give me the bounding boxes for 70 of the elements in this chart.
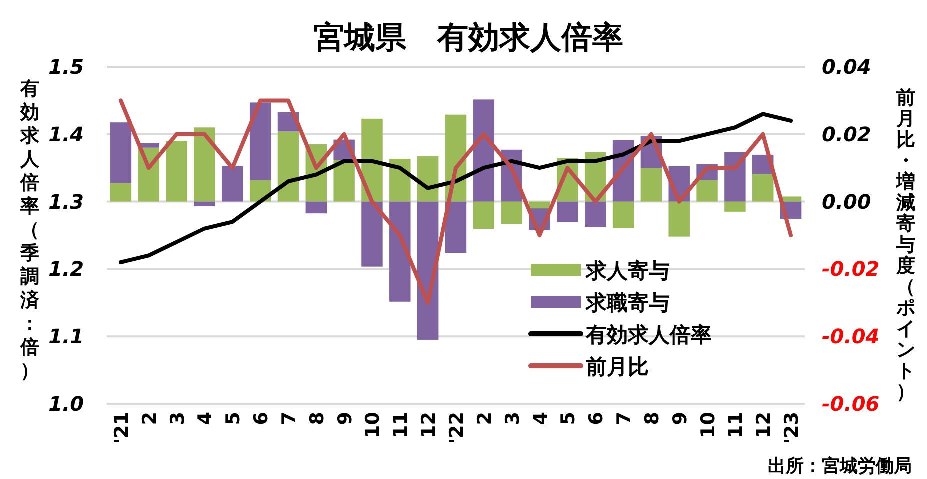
x-tick-label: 6	[250, 412, 273, 426]
bar	[696, 180, 718, 202]
bar	[752, 174, 774, 202]
x-tick-label: 4	[194, 412, 217, 426]
chart-title: 宮城県 有効求人倍率	[314, 20, 624, 56]
legend-label: 前月比	[585, 355, 649, 379]
text: 出所：宮城労働局	[768, 456, 912, 477]
x-tick-label: 8	[306, 412, 328, 426]
x-tick-label: '23	[781, 412, 804, 444]
bar	[501, 202, 522, 224]
x-tick-label: 4	[530, 412, 552, 426]
bar	[334, 160, 355, 202]
bar	[362, 202, 383, 267]
x-tick-label: 6	[586, 412, 608, 426]
bar	[110, 122, 132, 184]
bar	[584, 202, 606, 228]
bar	[110, 183, 132, 202]
y2-tick-label: 0.02	[822, 122, 872, 146]
bar	[612, 202, 634, 228]
bar	[724, 152, 746, 202]
x-tick-label: 10	[697, 412, 720, 438]
bar	[473, 202, 495, 230]
y-tick-label: 1.5	[48, 55, 84, 79]
bar	[278, 132, 300, 202]
x-tick-label: '21	[110, 412, 133, 444]
y-tick-label: 1.3	[48, 190, 84, 214]
bar	[250, 102, 272, 180]
bar	[529, 202, 550, 209]
y2-tick-label: -0.06	[822, 392, 880, 416]
x-tick-label: 3	[502, 412, 524, 426]
y2-tick-label: -0.02	[822, 257, 880, 282]
legend-label: 有効求人倍率	[585, 323, 712, 347]
x-tick-label: 12	[418, 412, 440, 438]
bar	[390, 202, 411, 302]
x-tick-label: 5	[222, 412, 245, 426]
x-tick-label: 9	[669, 412, 692, 426]
y2-tick-label: 0.04	[822, 55, 872, 79]
x-tick-label: 2	[474, 412, 496, 426]
bar	[166, 141, 188, 202]
y-tick-label: 1.0	[48, 392, 84, 416]
x-tick-label: 5	[558, 412, 580, 426]
bar	[222, 166, 244, 202]
bar	[194, 202, 216, 207]
bar	[640, 168, 662, 202]
x-tick-label: 11	[725, 412, 748, 438]
bar	[194, 128, 216, 202]
text: 有効求人倍率（季調済：倍）	[20, 78, 40, 382]
x-tick-label: 11	[390, 412, 412, 438]
x-tick-label: 10	[362, 412, 384, 438]
x-tick-label: 2	[138, 412, 161, 426]
x-tick-label: 7	[278, 412, 300, 426]
x-tick-label: 7	[614, 412, 636, 426]
x-tick-label: 8	[641, 412, 664, 426]
y-tick-label: 1.4	[48, 122, 84, 146]
x-tick-label: '22	[446, 412, 468, 444]
bar	[557, 202, 578, 222]
legend-label: 求人寄与	[585, 259, 670, 283]
bar	[724, 202, 746, 212]
y-tick-label: 1.1	[48, 324, 84, 349]
bar	[306, 202, 328, 214]
x-tick-label: 9	[334, 412, 356, 426]
bar	[668, 202, 690, 237]
bar	[445, 202, 467, 254]
y2-tick-label: 0.00	[822, 190, 872, 214]
y-tick-label: 1.2	[48, 257, 84, 282]
x-tick-label: 3	[166, 412, 189, 426]
x-tick-label: 12	[753, 412, 776, 438]
legend-label: 求職寄与	[585, 291, 670, 315]
text: 前月比・増減寄与度（ポイント）	[896, 87, 916, 403]
y2-tick-label: -0.04	[822, 324, 880, 349]
